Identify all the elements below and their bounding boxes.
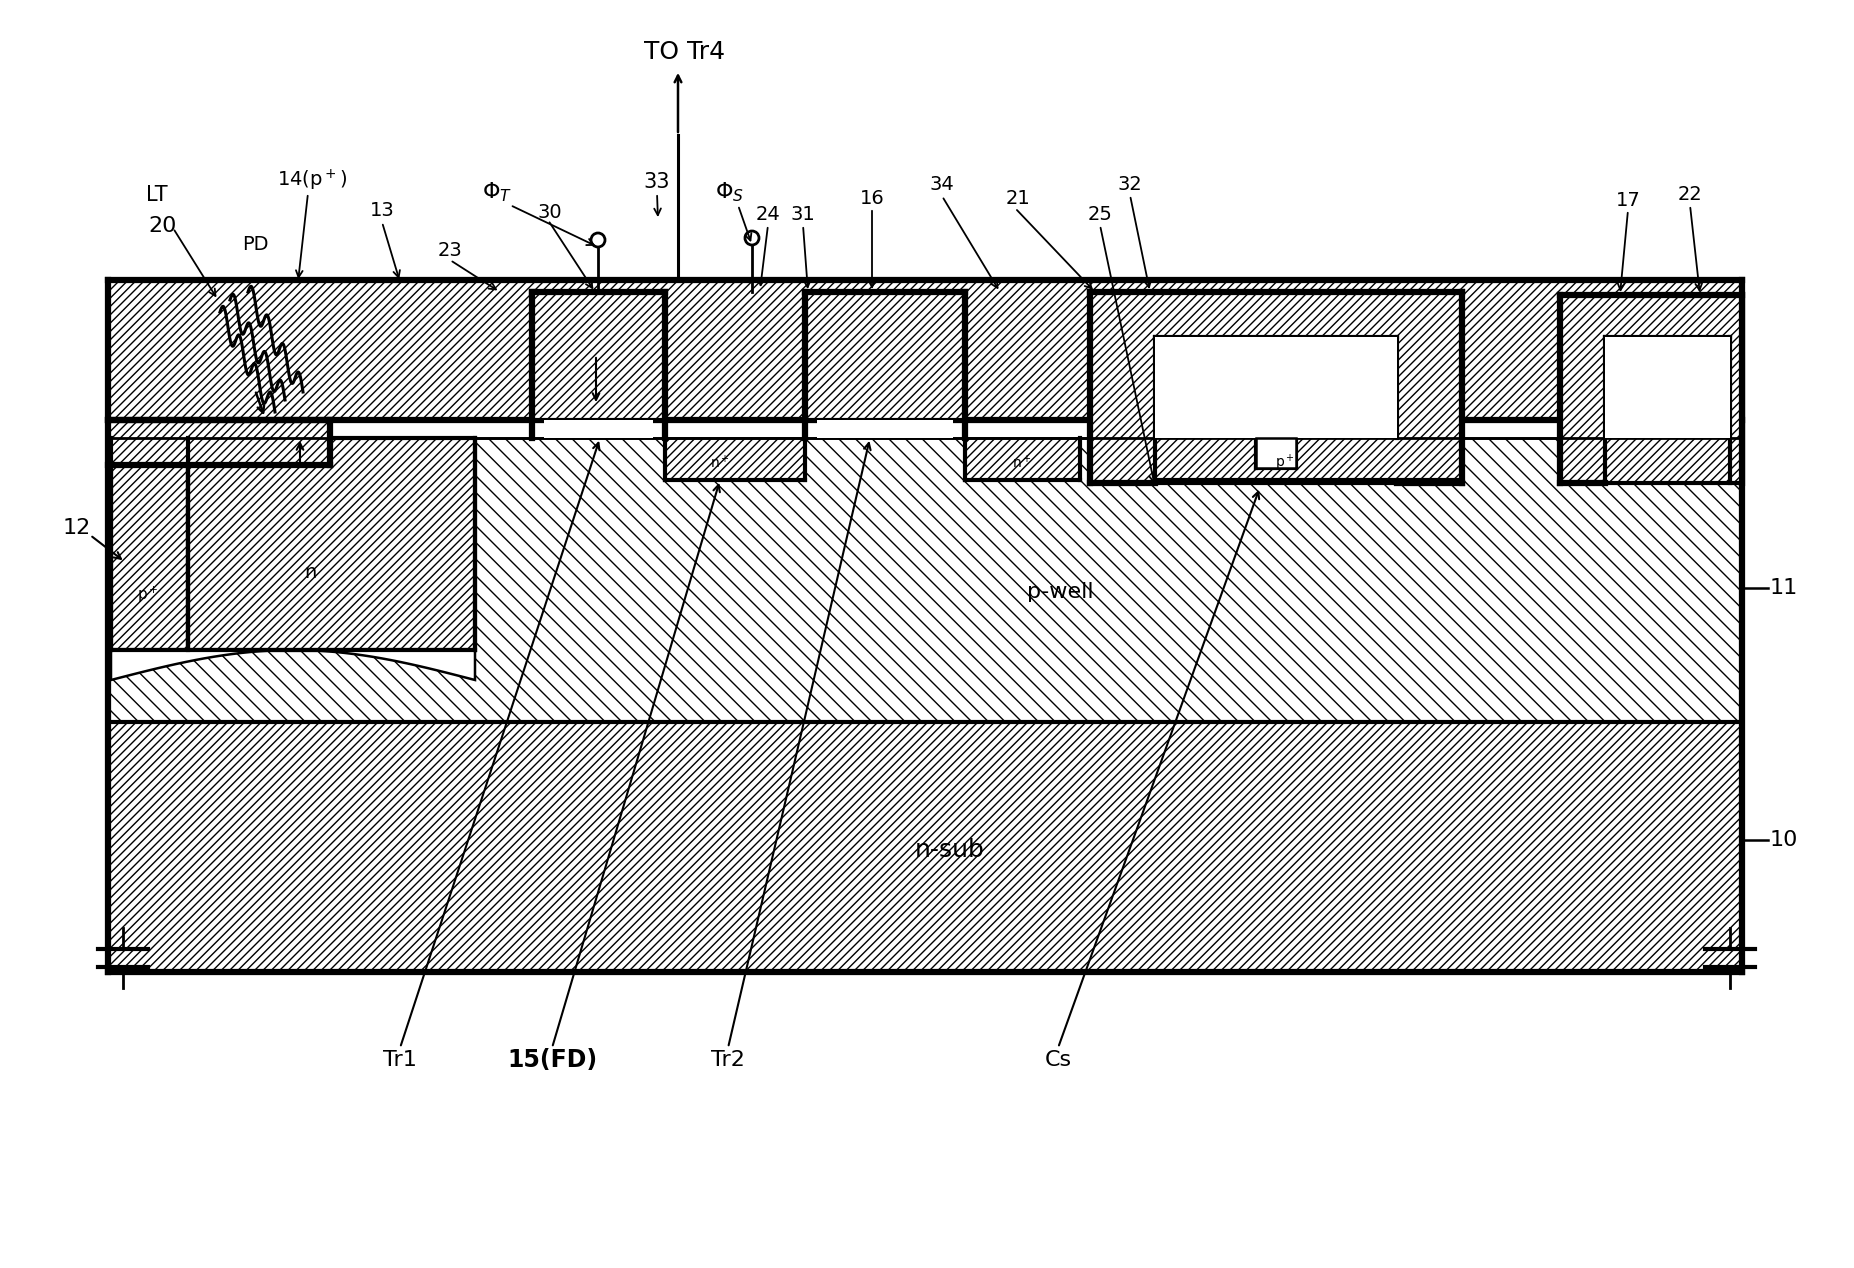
Text: 13: 13 — [369, 200, 395, 219]
Bar — [1155, 337, 1398, 437]
Text: 11: 11 — [1771, 578, 1798, 598]
Text: n-sub: n-sub — [916, 838, 984, 862]
Bar — [532, 292, 666, 420]
Bar — [543, 420, 653, 437]
Text: 33: 33 — [643, 172, 671, 191]
Text: 24: 24 — [756, 205, 781, 224]
Text: 31: 31 — [790, 205, 816, 224]
Bar — [108, 420, 330, 465]
Bar — [805, 292, 964, 420]
Circle shape — [745, 231, 758, 245]
Text: Tr2: Tr2 — [712, 1050, 745, 1070]
Text: Tr1: Tr1 — [384, 1050, 417, 1070]
Polygon shape — [111, 650, 475, 680]
Bar — [1155, 437, 1463, 481]
Text: 15(FD): 15(FD) — [506, 1047, 597, 1071]
Text: 23: 23 — [438, 241, 462, 260]
Bar — [108, 721, 1743, 973]
Text: 14(p$^+$): 14(p$^+$) — [276, 167, 347, 193]
Text: $\Phi_{S}$: $\Phi_{S}$ — [716, 180, 745, 204]
Bar — [187, 437, 475, 650]
Text: 34: 34 — [929, 175, 955, 194]
Text: 22: 22 — [1678, 185, 1702, 204]
Bar — [1559, 295, 1743, 483]
Text: LT: LT — [146, 185, 169, 205]
Text: 30: 30 — [538, 203, 562, 222]
Text: $\Phi_{T}$: $\Phi_{T}$ — [482, 180, 512, 204]
Bar — [1606, 337, 1730, 437]
Text: n$^+$: n$^+$ — [710, 454, 730, 472]
Text: Cs: Cs — [1044, 1050, 1072, 1070]
Text: p$^+$: p$^+$ — [1276, 453, 1294, 473]
Bar — [108, 280, 1743, 420]
Bar — [108, 437, 1743, 721]
Text: 16: 16 — [860, 189, 884, 208]
Text: p$^+$: p$^+$ — [137, 585, 159, 605]
Bar — [1090, 292, 1463, 483]
Bar — [964, 437, 1081, 481]
Circle shape — [591, 233, 604, 247]
Bar — [1255, 437, 1296, 468]
Text: TO Tr4: TO Tr4 — [645, 41, 725, 63]
Text: 21: 21 — [1005, 189, 1031, 208]
Text: 10: 10 — [1771, 831, 1798, 850]
Text: 17: 17 — [1615, 190, 1641, 209]
Text: 32: 32 — [1118, 175, 1142, 194]
Bar — [666, 437, 805, 481]
Text: 12: 12 — [63, 519, 91, 538]
Text: p-well: p-well — [1027, 582, 1094, 602]
Bar — [818, 420, 953, 437]
Text: 25: 25 — [1088, 205, 1112, 224]
Bar — [111, 437, 187, 650]
Text: n$^+$: n$^+$ — [1012, 454, 1033, 472]
Text: 20: 20 — [148, 216, 178, 236]
Text: PD: PD — [241, 236, 269, 255]
Text: n: n — [304, 563, 317, 582]
